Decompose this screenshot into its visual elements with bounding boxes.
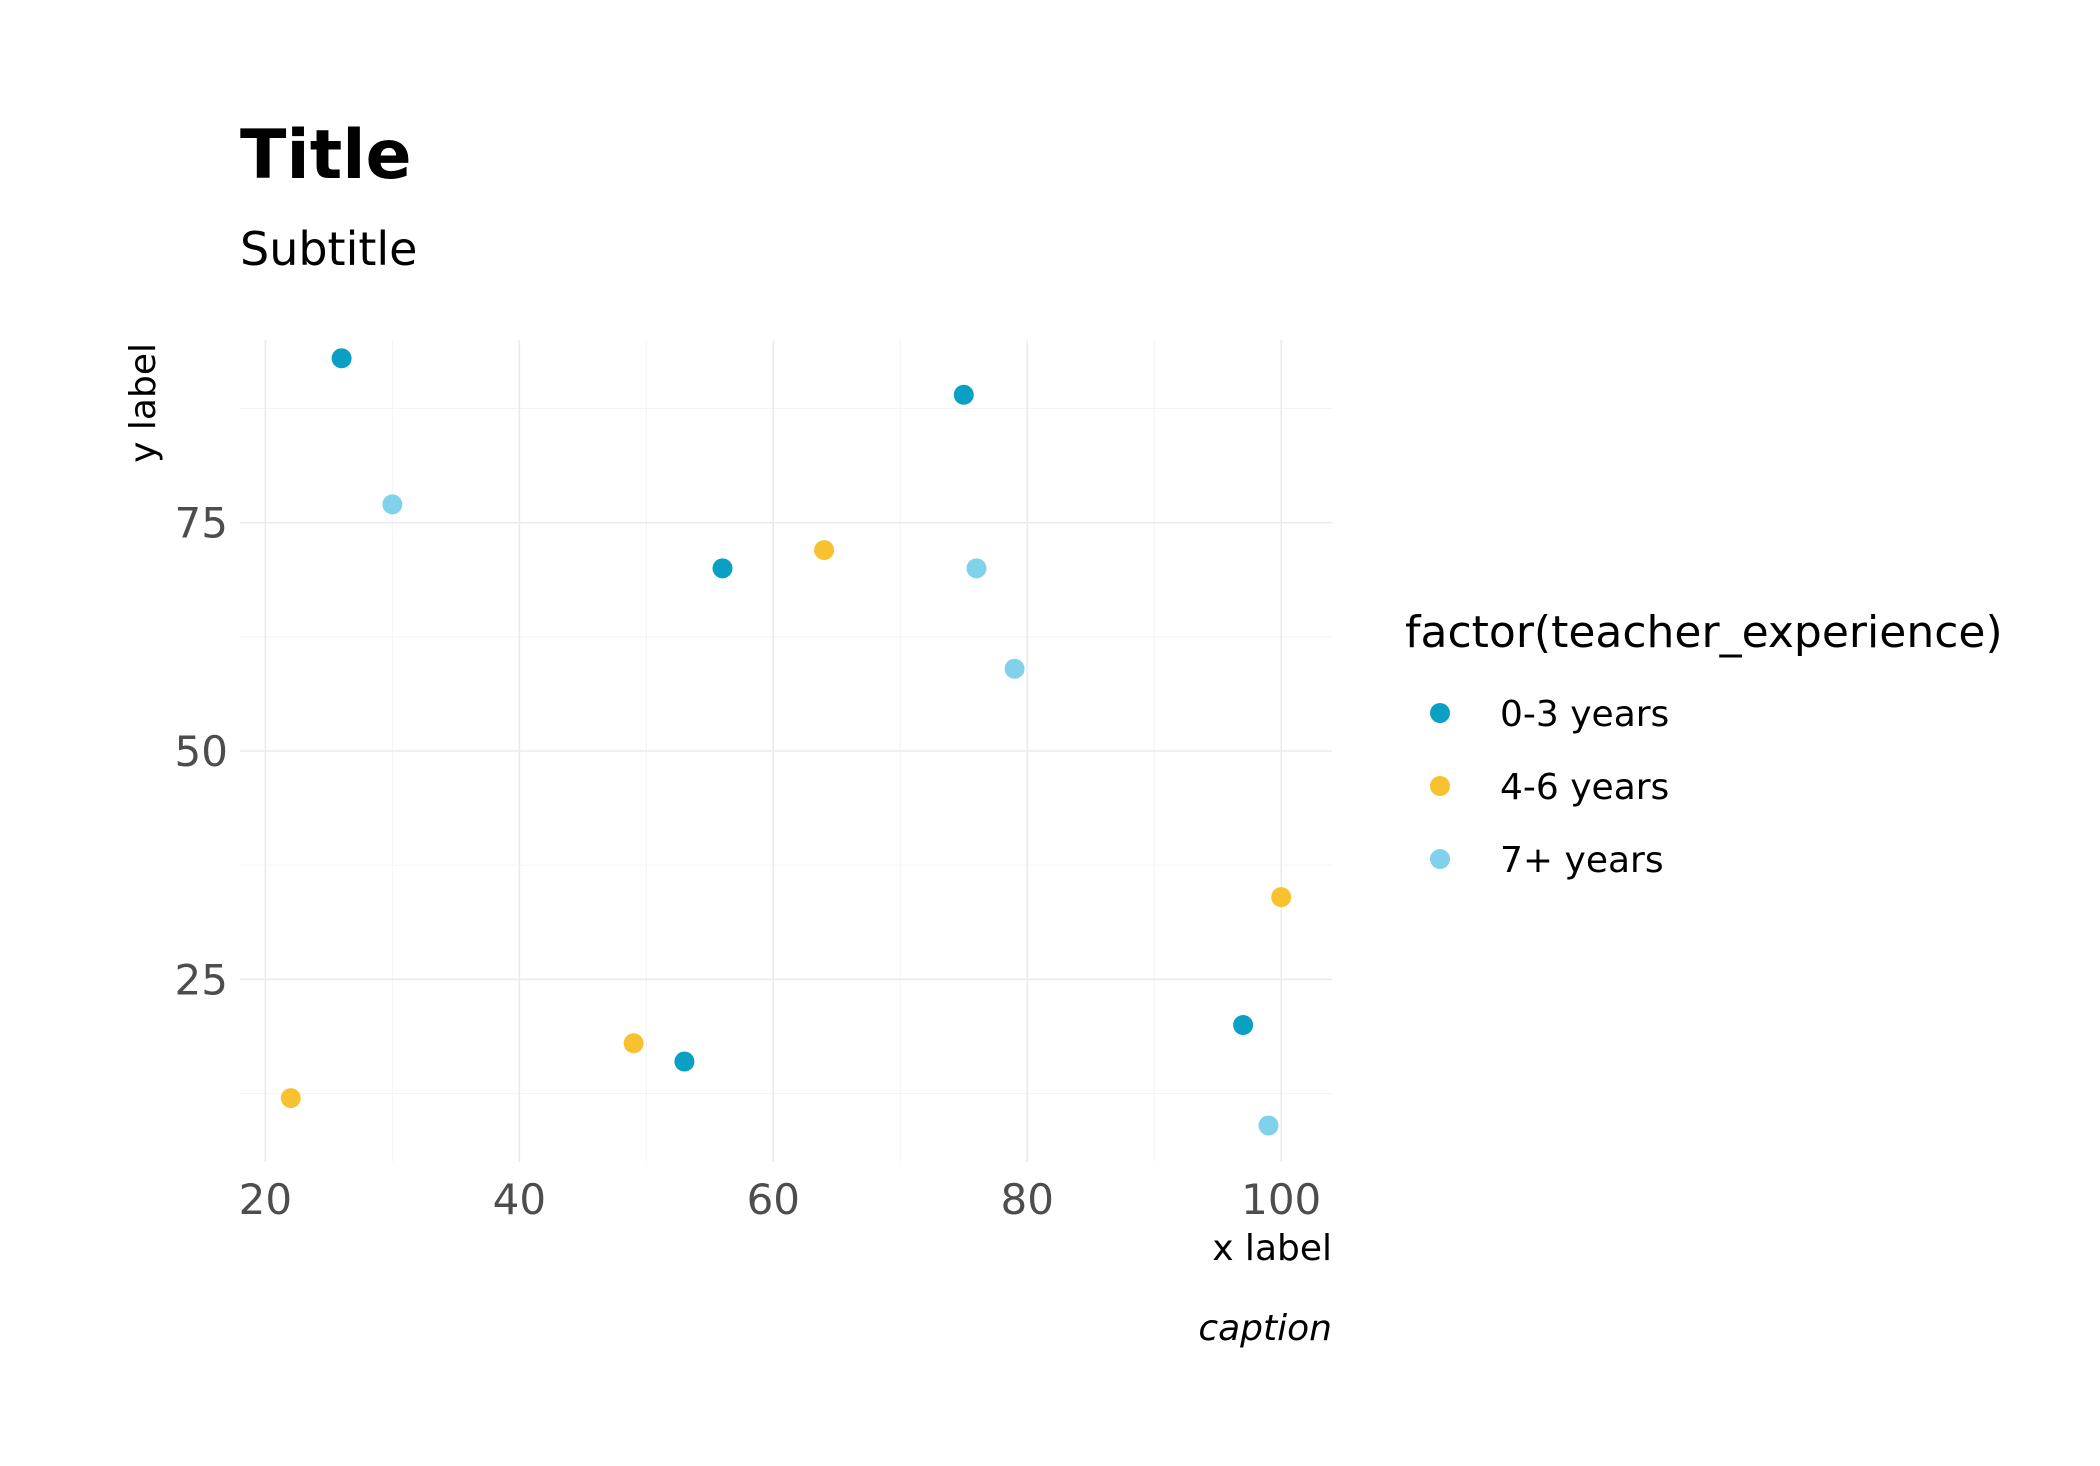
x-tick-label: 80 (1001, 1175, 1054, 1224)
legend-key (1430, 776, 1450, 796)
x-tick-label: 100 (1241, 1175, 1321, 1224)
y-axis-label: y label (123, 343, 164, 463)
data-point (712, 558, 733, 579)
x-tick-label: 60 (747, 1175, 800, 1224)
data-points (280, 348, 1292, 1136)
data-point (382, 494, 403, 515)
data-point (966, 558, 987, 579)
x-tick-label: 20 (239, 1175, 292, 1224)
data-point (280, 1088, 301, 1109)
y-tick-label: 50 (175, 727, 228, 776)
y-tick-label: 25 (175, 955, 228, 1004)
data-point (623, 1033, 644, 1054)
grid (240, 340, 1332, 1162)
data-point (1271, 887, 1292, 908)
legend-title: factor(teacher_experience) (1405, 607, 2003, 658)
data-point (674, 1051, 695, 1072)
data-point (331, 348, 352, 369)
chart-subtitle: Subtitle (240, 222, 418, 276)
y-tick-label: 75 (175, 499, 228, 548)
legend: factor(teacher_experience) 0-3 years 4-6 … (1405, 607, 2003, 881)
x-tick-label: 40 (493, 1175, 546, 1224)
legend-label: 7+ years (1500, 840, 1664, 881)
data-point (953, 384, 974, 405)
data-point (1233, 1015, 1254, 1035)
y-axis-ticks: 25 50 75 (175, 499, 228, 1005)
data-point (814, 540, 835, 561)
legend-key (1430, 849, 1450, 869)
legend-key (1430, 703, 1450, 723)
chart-title: Title (240, 116, 412, 195)
legend-label: 4-6 years (1500, 767, 1669, 808)
x-axis-ticks: 20 40 60 80 100 (239, 1175, 1322, 1224)
data-point (1258, 1115, 1279, 1136)
chart-caption: caption (1198, 1308, 1332, 1349)
x-axis-label: x label (1212, 1228, 1332, 1269)
legend-label: 0-3 years (1500, 694, 1669, 735)
data-point (1004, 658, 1025, 679)
